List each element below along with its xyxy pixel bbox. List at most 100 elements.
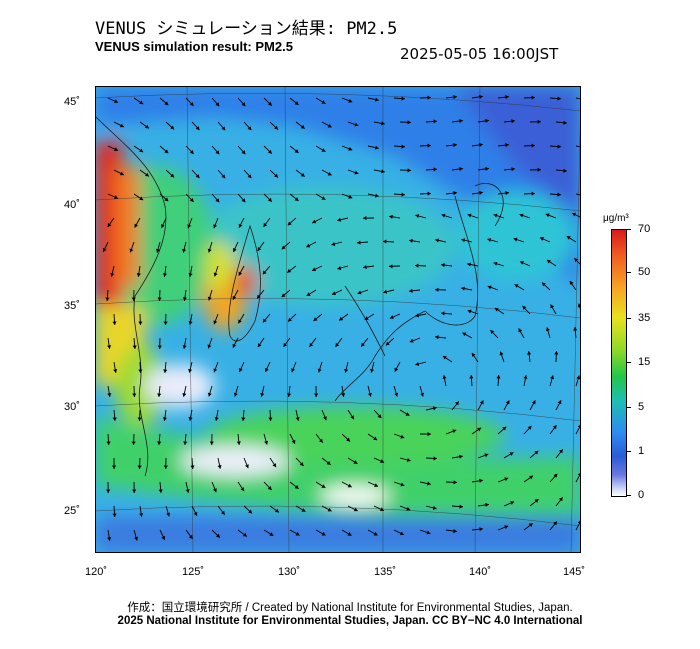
wind-arrow <box>217 121 226 131</box>
wind-arrow <box>442 375 447 387</box>
wind-arrow <box>451 454 463 459</box>
wind-arrow <box>566 235 577 243</box>
wind-arrow <box>211 193 220 203</box>
wind-arrow <box>545 327 551 339</box>
coastlines <box>95 115 504 477</box>
lat-label-45: 45˚ <box>64 96 80 108</box>
wind-arrow <box>445 429 457 435</box>
wind-arrow <box>389 313 401 319</box>
wind-arrow <box>187 217 193 229</box>
wind-arrow <box>523 375 528 387</box>
wind-arrow <box>159 193 169 202</box>
wind-arrow <box>315 481 326 489</box>
wind-arrow <box>315 97 326 104</box>
wind-arrow <box>309 337 317 348</box>
wind-arrow <box>393 192 406 197</box>
wind-arrow <box>518 328 525 339</box>
wind-arrow <box>341 433 351 442</box>
wind-arrow <box>451 166 463 172</box>
wind-arrow <box>257 337 265 348</box>
wind-arrow <box>367 97 379 102</box>
wind-arrow <box>367 529 378 536</box>
wind-arrow <box>263 97 273 107</box>
wind-arrow <box>545 213 557 219</box>
wind-arrow <box>393 433 405 439</box>
wind-arrow <box>132 385 137 398</box>
wind-arrow <box>306 241 317 248</box>
wind-arrow <box>451 401 460 411</box>
wind-arrow <box>471 478 483 483</box>
wind-arrow <box>315 433 324 444</box>
colorbar-tick-0: 0 <box>638 489 645 501</box>
wind-arrow <box>373 169 385 174</box>
wind-arrow <box>107 97 119 104</box>
wind-arrow <box>409 238 421 243</box>
wind-arrow <box>529 167 542 172</box>
wind-arrow <box>163 457 168 470</box>
wind-vectors <box>102 94 581 541</box>
wind-arrow <box>163 313 168 326</box>
lat-label-40: 40˚ <box>64 199 80 211</box>
wind-arrow <box>287 217 297 226</box>
wind-arrow <box>241 409 246 421</box>
wind-arrow <box>262 313 271 323</box>
graticule <box>95 86 581 553</box>
wind-arrow <box>162 265 168 277</box>
wind-arrow <box>497 143 509 148</box>
wind-arrow <box>419 385 425 397</box>
wind-arrow <box>233 385 239 397</box>
wind-arrow <box>209 433 214 446</box>
wind-arrow <box>263 145 273 155</box>
wind-arrow <box>111 457 117 470</box>
wind-arrow <box>425 505 437 510</box>
wind-arrow <box>529 400 536 411</box>
wind-arrow <box>112 505 117 518</box>
wind-arrow <box>394 361 401 372</box>
wind-arrow <box>182 385 187 397</box>
wind-arrow <box>213 265 219 277</box>
wind-arrow <box>356 240 369 245</box>
colorbar-tick-5: 5 <box>638 401 645 413</box>
wind-arrow <box>337 265 349 271</box>
wind-arrow <box>388 264 401 269</box>
wind-arrow <box>338 313 349 321</box>
wind-arrow <box>269 457 277 468</box>
wind-arrow <box>291 361 297 373</box>
wind-arrow <box>360 337 369 347</box>
wind-arrow <box>419 95 432 100</box>
wind-arrow <box>213 361 219 373</box>
wind-arrow <box>138 361 143 374</box>
colorbar-tickmark <box>626 451 631 452</box>
wind-arrow <box>331 241 343 246</box>
wind-arrow <box>269 121 279 130</box>
wind-arrow <box>471 190 483 195</box>
wind-arrow <box>341 145 353 151</box>
wind-arrow <box>262 265 271 275</box>
wind-arrow <box>373 409 382 419</box>
wind-arrow <box>263 529 274 537</box>
wind-arrow <box>139 169 150 177</box>
wind-arrow <box>191 169 200 179</box>
wind-arrow <box>393 385 399 397</box>
wind-arrow <box>487 285 499 291</box>
wind-arrow <box>335 337 343 348</box>
wind-arrow <box>490 329 499 339</box>
wind-arrow <box>157 385 162 397</box>
wind-arrow <box>575 375 581 387</box>
wind-arrow <box>321 505 332 512</box>
wind-arrow <box>191 505 198 517</box>
wind-arrow <box>107 337 112 349</box>
wind-arrow <box>289 481 299 490</box>
wind-arrow <box>503 119 515 124</box>
colorbar-tickmark <box>626 272 631 273</box>
wind-arrow <box>133 97 144 105</box>
wind-arrow <box>106 481 111 494</box>
wind-arrow <box>519 261 531 267</box>
wind-arrow <box>389 214 401 219</box>
wind-arrow <box>373 457 385 463</box>
wind-arrow <box>440 311 453 316</box>
wind-arrow <box>341 385 346 397</box>
wind-arrow <box>102 241 109 253</box>
wind-arrow <box>295 409 300 421</box>
wind-arrow <box>281 289 291 298</box>
